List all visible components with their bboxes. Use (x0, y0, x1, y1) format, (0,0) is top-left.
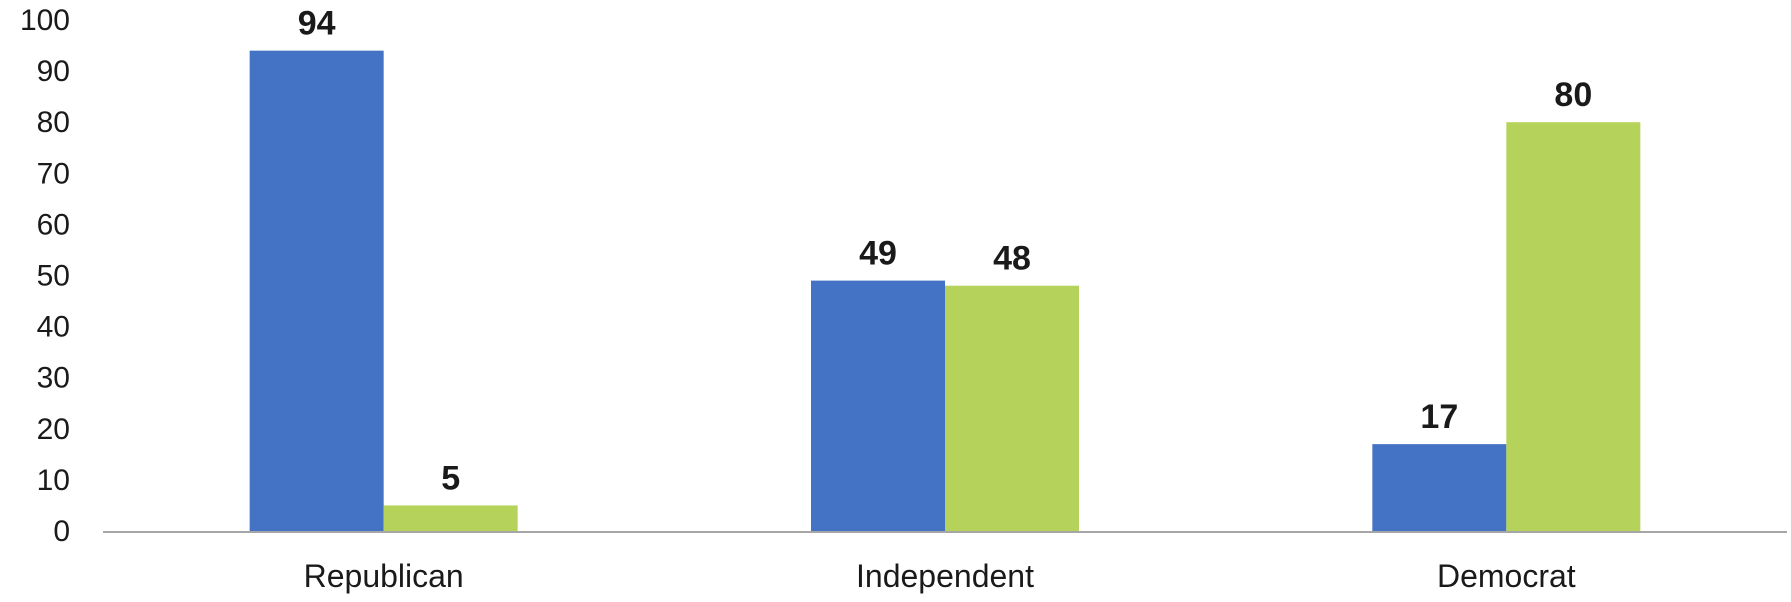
y-tick-label-10: 10 (37, 464, 70, 497)
bar-republican-series-1 (249, 50, 384, 531)
y-tick-label-20: 20 (37, 413, 70, 446)
y-tick-label-80: 80 (37, 106, 70, 139)
data-label-democrat-series-2: 80 (1554, 76, 1592, 114)
data-label-independent-series-1: 49 (859, 235, 897, 273)
data-label-independent-series-2: 48 (993, 240, 1031, 278)
data-label-republican-series-2: 5 (441, 459, 460, 497)
y-tick-label-40: 40 (37, 311, 70, 344)
category-label-independent: Independent (856, 558, 1034, 594)
data-labels-group: 94 5 49 48 17 80 (298, 5, 1592, 498)
y-tick-label-30: 30 (37, 362, 70, 395)
y-axis-ticks: 0 10 20 30 40 50 60 70 80 90 100 (20, 4, 70, 548)
category-labels: Republican Independent Democrat (304, 558, 1576, 594)
category-label-democrat: Democrat (1437, 558, 1576, 594)
data-label-democrat-series-1: 17 (1420, 398, 1458, 436)
category-label-republican: Republican (304, 558, 464, 594)
y-tick-label-70: 70 (37, 157, 70, 190)
y-tick-label-90: 90 (37, 55, 70, 88)
y-tick-label-0: 0 (53, 515, 70, 548)
data-label-republican-series-1: 94 (298, 5, 336, 43)
bar-democrat-series-1 (1372, 444, 1507, 531)
bar-republican-series-2 (383, 505, 518, 531)
bar-democrat-series-2 (1506, 122, 1641, 531)
y-tick-label-100: 100 (20, 4, 70, 37)
bar-independent-series-2 (945, 285, 1079, 531)
bars-group (249, 50, 1641, 531)
bar-independent-series-1 (811, 280, 945, 531)
y-tick-label-50: 50 (37, 260, 70, 293)
y-tick-label-60: 60 (37, 208, 70, 241)
